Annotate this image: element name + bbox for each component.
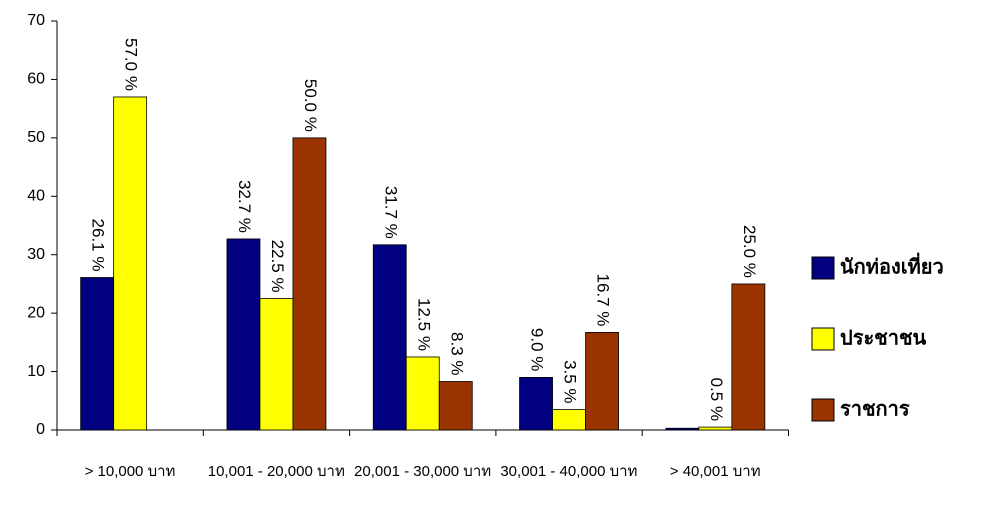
x-tick-label: > 10,000 บาท — [84, 463, 176, 480]
bar — [519, 377, 553, 431]
bar — [372, 244, 407, 431]
bar — [292, 137, 327, 431]
y-tick-label: 40 — [27, 188, 45, 205]
bar — [698, 426, 733, 431]
value-label: 26.1 % — [89, 219, 108, 272]
y-tick-label: 50 — [27, 129, 45, 146]
bar — [113, 96, 148, 431]
value-label: 3.5 % — [561, 360, 580, 403]
value-label: 25.0 % — [740, 225, 759, 278]
value-label: 57.0 % — [122, 38, 141, 91]
value-label: 22.5 % — [268, 240, 287, 293]
legend-swatch — [811, 398, 835, 422]
legend-label: ประชาชน — [840, 327, 927, 349]
legend-swatch — [811, 327, 835, 351]
value-label: 32.7 % — [235, 180, 254, 233]
y-tick-label: 0 — [36, 421, 45, 438]
value-label: 31.7 % — [381, 186, 400, 239]
y-tick-label: 10 — [27, 363, 45, 380]
y-tick-label: 70 — [27, 12, 45, 29]
y-tick-label: 30 — [27, 246, 45, 263]
legend-label: ราชการ — [840, 398, 910, 420]
bar — [552, 409, 586, 431]
value-label: 0.5 % — [707, 378, 726, 421]
bar — [226, 238, 261, 431]
bar — [405, 356, 440, 431]
x-tick-label: > 40,001 บาท — [669, 463, 761, 480]
bar — [259, 298, 294, 431]
value-label: 8.3 % — [447, 332, 466, 375]
x-tick-label: 10,001 - 20,000 บาท — [207, 463, 345, 480]
legend-label: นักท่องเที่ยว — [840, 251, 944, 278]
bar — [665, 427, 700, 431]
x-tick-label: 20,001 - 30,000 บาท — [354, 463, 492, 480]
bar — [80, 277, 115, 431]
value-label: 16.7 % — [594, 273, 613, 326]
bar — [731, 283, 766, 431]
y-tick-label: 60 — [27, 71, 45, 88]
value-label: 12.5 % — [414, 298, 433, 351]
value-label: 9.0 % — [528, 328, 547, 371]
x-tick-label: 30,001 - 40,000 บาท — [500, 463, 638, 480]
legend-swatch — [811, 256, 835, 280]
bar — [585, 332, 619, 431]
bar — [438, 381, 473, 431]
value-label: 50.0 % — [301, 79, 320, 132]
y-tick-label: 20 — [27, 304, 45, 321]
